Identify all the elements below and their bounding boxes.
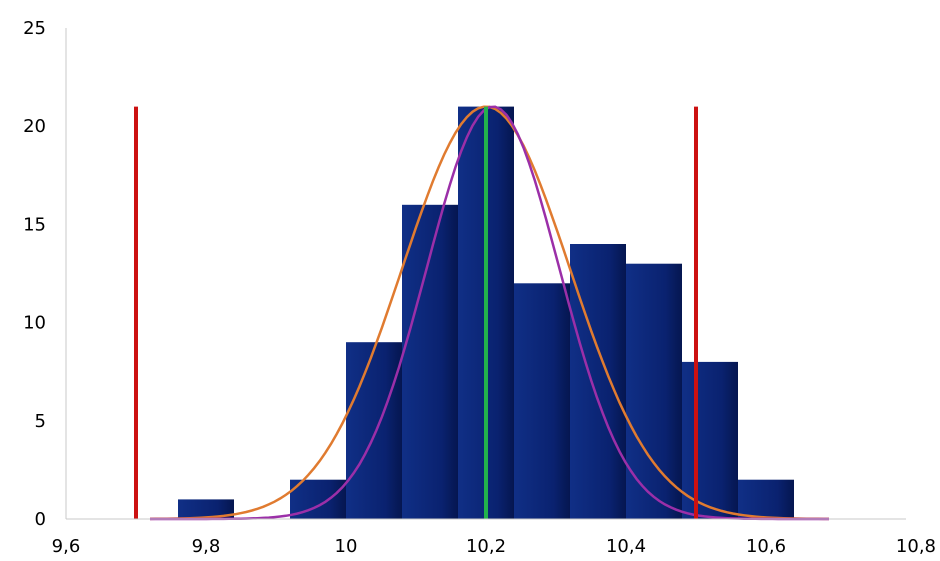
y-tick-label: 10 (23, 313, 46, 334)
y-tick-label: 15 (23, 214, 46, 235)
y-tick-label: 20 (23, 116, 46, 137)
x-tick-label: 9,8 (192, 536, 221, 557)
histogram-bar (682, 361, 738, 519)
histogram-bar (738, 479, 794, 519)
x-tick-labels: 9,6 9,8 10 10,2 10,4 10,6 10,8 (52, 536, 936, 557)
y-tick-label: 25 (23, 18, 46, 39)
x-tick-label: 9,6 (52, 536, 81, 557)
reference-lines (134, 106, 698, 519)
x-tick-label: 10,4 (606, 536, 646, 557)
y-tick-label: 5 (35, 411, 46, 432)
histogram-bar (626, 263, 682, 519)
y-tick-labels: 0 5 10 15 20 25 (23, 18, 46, 530)
normal-curve-purple (150, 105, 829, 521)
x-tick-label: 10,6 (746, 536, 786, 557)
fitted-curves (149, 105, 829, 521)
histogram-bar (514, 283, 570, 519)
x-tick-label: 10,8 (896, 536, 936, 557)
histogram-bar (570, 244, 626, 519)
histogram-bar (346, 342, 402, 519)
axes (65, 28, 906, 520)
x-tick-label: 10 (335, 536, 358, 557)
x-tick-label: 10,2 (466, 536, 506, 557)
histogram-bar (178, 499, 234, 519)
y-tick-label: 0 (35, 509, 46, 530)
